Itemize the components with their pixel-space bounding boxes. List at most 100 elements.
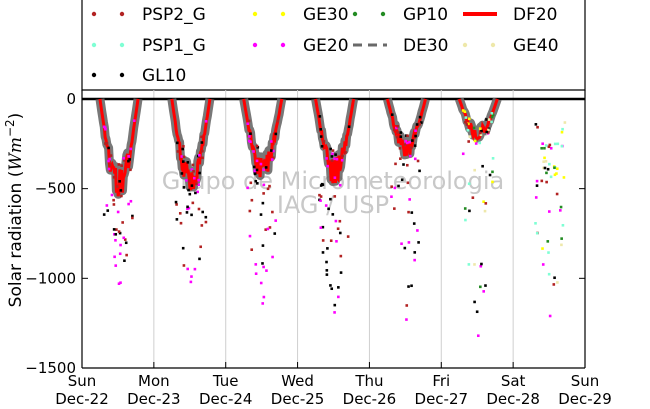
y-tick-label: 0 xyxy=(66,90,76,108)
data-point-psp1_g xyxy=(560,144,564,148)
data-point-psp2_g xyxy=(268,226,272,229)
data-point-ge20 xyxy=(259,162,263,166)
data-point-gl10 xyxy=(182,186,186,189)
series-df20 xyxy=(314,98,356,184)
data-point-ge40 xyxy=(542,166,545,170)
data-point-ge40 xyxy=(487,118,491,121)
data-point-gl10 xyxy=(535,184,539,187)
data-point-gl10 xyxy=(326,247,329,250)
data-point-ge20 xyxy=(413,157,417,161)
data-point-gl10 xyxy=(201,210,205,214)
data-point-gl10 xyxy=(118,180,121,183)
data-point-ge40 xyxy=(556,281,559,284)
data-point-ge20 xyxy=(408,140,411,144)
data-point-ge20 xyxy=(246,122,250,126)
data-point-ge20 xyxy=(198,154,201,157)
data-point-ge20 xyxy=(129,147,133,151)
data-point-gp10 xyxy=(472,126,476,130)
legend-marker xyxy=(119,11,125,17)
x-tick-label-date: Dec-24 xyxy=(199,390,253,408)
data-point-ge20 xyxy=(186,207,189,211)
data-point-psp2_g xyxy=(467,140,470,143)
x-tick-label-day: Sun xyxy=(571,372,600,390)
data-point-psp2_g xyxy=(197,207,201,211)
data-point-ge20 xyxy=(262,168,265,172)
legend-label-psp1_g: PSP1_G xyxy=(142,36,206,56)
data-point-gl10 xyxy=(102,213,106,216)
data-point-psp1_g xyxy=(467,182,471,186)
data-point-ge20 xyxy=(326,164,329,168)
data-point-ge20 xyxy=(461,152,465,156)
x-tick-label-day: Thu xyxy=(354,372,383,390)
data-point-gl10 xyxy=(249,132,252,136)
data-point-ge20 xyxy=(119,243,122,247)
data-point-ge20 xyxy=(476,334,480,338)
data-point-gl10 xyxy=(319,135,323,138)
legend-label-ge20: GE20 xyxy=(303,36,349,56)
data-point-psp2_g xyxy=(125,253,128,257)
data-point-gl10 xyxy=(418,115,422,119)
data-point-psp2_g xyxy=(390,185,393,188)
data-point-gl10 xyxy=(131,214,134,218)
data-point-ge20 xyxy=(270,158,274,161)
data-point-psp1_g xyxy=(561,127,564,131)
plot-area xyxy=(82,96,585,338)
data-point-gl10 xyxy=(480,129,483,133)
data-point-psp2_g xyxy=(182,264,186,267)
data-point-gl10 xyxy=(543,166,547,170)
data-point-gl10 xyxy=(118,231,122,235)
data-point-psp2_g xyxy=(321,239,325,242)
data-point-psp2_g xyxy=(418,123,421,126)
data-point-ge20 xyxy=(254,272,258,276)
data-point-gl10 xyxy=(181,147,185,151)
data-point-gl10 xyxy=(255,168,259,172)
y-axis-label-text: Solar radiation (Wm−2) xyxy=(3,113,26,308)
data-point-ge20 xyxy=(390,195,393,199)
data-point-gl10 xyxy=(128,158,131,161)
data-point-ge20 xyxy=(271,255,274,259)
data-point-psp2_g xyxy=(405,304,409,307)
legend-marker xyxy=(91,11,97,17)
legend-label-gl10: GL10 xyxy=(142,66,186,86)
data-point-ge20 xyxy=(132,119,136,122)
legend-marker xyxy=(119,42,125,48)
data-point-psp2_g xyxy=(200,224,204,227)
data-point-psp2_g xyxy=(393,207,396,210)
data-point-gl10 xyxy=(175,141,179,145)
y-tick-label: −1500 xyxy=(25,359,76,377)
data-point-psp2_g xyxy=(545,180,548,184)
legend-marker xyxy=(119,72,125,78)
data-point-psp2_g xyxy=(204,220,208,224)
legend-marker xyxy=(252,11,258,17)
data-point-ge20 xyxy=(262,183,266,187)
data-point-psp1_g xyxy=(535,231,539,235)
data-point-gl10 xyxy=(410,211,414,214)
data-point-gl10 xyxy=(123,259,126,263)
data-point-gl10 xyxy=(347,125,351,129)
y-label-prefix: Solar radiation ( xyxy=(6,171,26,308)
data-point-ge20 xyxy=(103,126,107,129)
data-point-gl10 xyxy=(339,271,343,274)
data-point-ge20 xyxy=(416,229,419,232)
legend-marker xyxy=(280,42,286,48)
data-point-ge20 xyxy=(107,167,111,171)
data-point-gl10 xyxy=(181,246,185,250)
data-point-gl10 xyxy=(185,211,189,214)
data-point-ge20 xyxy=(482,290,486,293)
data-point-ge20 xyxy=(400,242,403,246)
data-point-ge20 xyxy=(405,318,408,321)
data-point-psp2_g xyxy=(406,181,410,185)
data-point-ge30 xyxy=(478,127,482,130)
data-point-psp1_g xyxy=(556,142,560,146)
data-point-ge20 xyxy=(259,281,263,285)
data-point-gp10 xyxy=(491,170,494,174)
data-point-gl10 xyxy=(188,192,192,196)
data-point-ge20 xyxy=(261,302,265,305)
data-point-gp10 xyxy=(490,115,494,119)
data-point-ge20 xyxy=(129,199,133,203)
data-point-psp2_g xyxy=(336,227,340,231)
y-label-exponent: −2 xyxy=(3,119,17,137)
data-point-gl10 xyxy=(334,153,337,156)
data-point-gl10 xyxy=(411,139,414,142)
data-point-gl10 xyxy=(329,284,332,287)
